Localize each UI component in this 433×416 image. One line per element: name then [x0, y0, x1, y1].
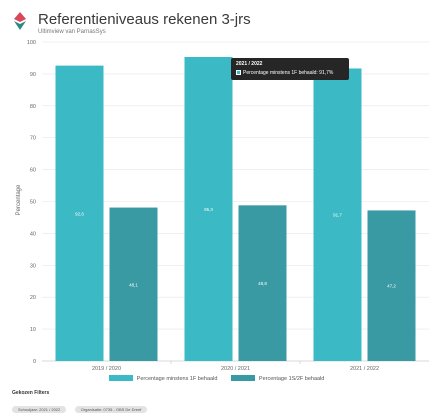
- x-axis-ticks: 2019 / 2020 2020 / 2021 2021 / 2022: [92, 361, 379, 372]
- bar-data-label: 48,1: [129, 282, 138, 287]
- diamond-logo-icon: [14, 12, 26, 30]
- legend-item-series-2[interactable]: Percentage 1S/2F behaald: [230, 375, 325, 382]
- tooltip-row: Percentage minstens 1F behaald: 91,7%: [236, 70, 333, 76]
- legend-swatch-series-1: [108, 375, 133, 381]
- chart-bars: 92,6 48,1 95,3 48,8 91,7 47,2: [55, 56, 416, 362]
- y-tick-label: 10: [30, 327, 36, 333]
- bar-data-label: 92,6: [75, 211, 84, 216]
- page-subtitle: Ultimview van ParnasSys: [38, 29, 106, 35]
- chosen-filters: Gekozen Filters Schooljaar: 2021 / 2022 …: [12, 390, 432, 413]
- bar-data-label: 48,8: [258, 281, 267, 286]
- tooltip-title: 2021 / 2022: [236, 61, 263, 67]
- bar-series-1[interactable]: [184, 56, 233, 361]
- tooltip-text: Percentage minstens 1F behaald: 91,7%: [243, 70, 334, 76]
- tooltip-swatch: [236, 70, 241, 75]
- filter-chip-organisatie[interactable]: Organisatie: 0735 - OBS De Dreef: [74, 406, 148, 413]
- bar-series-1[interactable]: [313, 68, 362, 362]
- y-tick-label: 70: [30, 136, 36, 142]
- chart-legend: Percentage minstens 1F behaald Percentag…: [0, 375, 433, 385]
- x-tick-label: 2019 / 2020: [92, 366, 121, 372]
- bar-data-label: 95,3: [204, 207, 213, 212]
- y-tick-label: 20: [30, 295, 36, 301]
- x-tick-label: 2020 / 2021: [221, 366, 250, 372]
- filter-chip-schooljaar[interactable]: Schooljaar: 2021 / 2022: [12, 406, 67, 413]
- y-tick-label: 0: [33, 359, 36, 365]
- bar-data-label: 91,7: [333, 213, 342, 218]
- filters-title: Gekozen Filters: [12, 390, 50, 396]
- bar-series-2[interactable]: [367, 210, 416, 361]
- y-tick-label: 90: [30, 72, 36, 78]
- bar-data-label: 47,2: [387, 284, 396, 289]
- y-axis-ticks: 0 10 20 30 40 50 60 70 80 90 100: [27, 40, 36, 365]
- y-tick-label: 50: [30, 200, 36, 206]
- page-title: Referentieniveaus rekenen 3-jrs: [38, 11, 251, 28]
- bar-series-2[interactable]: [109, 207, 158, 361]
- bar-tooltip: 2021 / 2022 Percentage minstens 1F behaa…: [231, 58, 349, 80]
- legend-item-series-1[interactable]: Percentage minstens 1F behaald: [108, 375, 218, 382]
- y-tick-label: 40: [30, 231, 36, 237]
- bar-series-1[interactable]: [55, 65, 104, 361]
- y-tick-label: 30: [30, 263, 36, 269]
- y-tick-label: 60: [30, 168, 36, 174]
- legend-label-series-1: Percentage minstens 1F behaald: [136, 376, 218, 382]
- bar-series-2[interactable]: [238, 205, 287, 361]
- filter-chips: Schooljaar: 2021 / 2022 Organisatie: 073…: [12, 398, 432, 416]
- x-tick-label: 2021 / 2022: [350, 366, 379, 372]
- legend-label-series-2: Percentage 1S/2F behaald: [258, 376, 325, 382]
- y-tick-label: 80: [30, 104, 36, 110]
- y-tick-label: 100: [27, 40, 36, 46]
- legend-swatch-series-2: [230, 375, 255, 381]
- page-header: Referentieniveaus rekenen 3-jrs Ultimvie…: [8, 6, 428, 40]
- y-axis-label: Percentage: [16, 184, 22, 215]
